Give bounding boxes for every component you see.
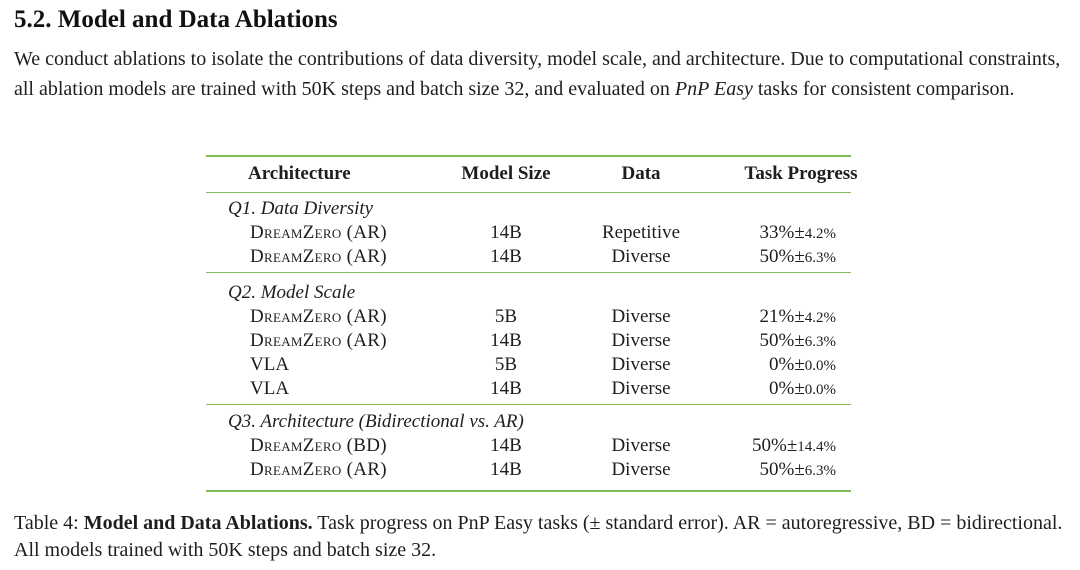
plus-minus-symbol: ±	[794, 378, 805, 399]
row-data: Diverse	[611, 330, 671, 351]
standard-error: 6.3%	[804, 334, 836, 350]
header-rule	[206, 192, 851, 193]
group-title-q2: Q2. Model Scale	[228, 282, 356, 303]
group-title-q3: Q3. Architecture (Bidirectional vs. AR)	[228, 411, 524, 432]
intro-italic-term: PnP Easy	[674, 78, 753, 100]
standard-error: 0.0%	[804, 382, 836, 398]
row-task-progress: 50%±6.3%	[759, 329, 836, 354]
plus-minus-symbol: ±	[794, 459, 805, 480]
progress-value: 50%	[751, 435, 787, 456]
plus-minus-symbol: ±	[786, 435, 798, 456]
row-data: Diverse	[611, 246, 671, 267]
row-architecture: VLA	[250, 378, 290, 399]
standard-error: 6.3%	[804, 463, 836, 479]
section-heading: 5.2. Model and Data Ablations	[14, 6, 338, 33]
row-model-size: 14B	[490, 246, 522, 267]
progress-value: 33%	[759, 222, 795, 243]
header-model-size: Model Size	[461, 163, 551, 184]
row-data: Diverse	[611, 354, 671, 375]
table-top-rule	[206, 155, 851, 157]
row-task-progress: 0%±0.0%	[769, 353, 836, 378]
standard-error: 4.2%	[804, 226, 836, 242]
row-task-progress: 0%±0.0%	[769, 377, 836, 402]
progress-value: 0%	[768, 354, 795, 375]
row-model-size: 14B	[490, 435, 522, 456]
header-task-progress: Task Progress	[744, 163, 858, 184]
standard-error: 6.3%	[804, 250, 836, 266]
row-model-size: 14B	[490, 330, 522, 351]
row-task-progress: 33%±4.2%	[759, 221, 836, 246]
plus-minus-symbol: ±	[794, 306, 805, 327]
plus-minus-symbol: ±	[794, 222, 805, 243]
row-architecture: DreamZero (AR)	[250, 330, 387, 351]
group-separator-rule	[206, 272, 851, 273]
row-data: Diverse	[611, 435, 671, 456]
table-bottom-rule	[206, 490, 851, 492]
intro-text-before: We conduct ablations to isolate the cont…	[14, 48, 1061, 100]
row-data: Diverse	[611, 306, 671, 327]
row-data: Diverse	[611, 459, 671, 480]
intro-paragraph: We conduct ablations to isolate the cont…	[14, 44, 1069, 104]
row-model-size: 14B	[490, 378, 522, 399]
row-architecture: DreamZero (AR)	[250, 306, 387, 327]
row-model-size: 14B	[490, 459, 522, 480]
row-model-size: 5B	[494, 306, 518, 327]
row-model-size: 14B	[490, 222, 522, 243]
row-data: Diverse	[611, 378, 671, 399]
row-architecture: DreamZero (AR)	[250, 459, 387, 480]
table-caption: Table 4: Model and Data Ablations. Task …	[14, 510, 1069, 564]
intro-text-after: tasks for consistent comparison.	[752, 78, 1015, 100]
caption-label: Table 4:	[14, 512, 79, 534]
plus-minus-symbol: ±	[794, 354, 805, 375]
group-separator-rule	[206, 404, 851, 405]
caption-title: Model and Data Ablations.	[83, 512, 313, 534]
header-data: Data	[621, 163, 661, 184]
row-architecture: DreamZero (AR)	[250, 222, 387, 243]
progress-value: 50%	[759, 330, 795, 351]
group-title-q1: Q1. Data Diversity	[228, 198, 374, 219]
row-task-progress: 50%±6.3%	[759, 458, 836, 483]
row-task-progress: 50%±6.3%	[759, 245, 836, 270]
standard-error: 0.0%	[804, 358, 836, 374]
standard-error: 14.4%	[797, 439, 836, 455]
caption-text: Task progress on PnP Easy tasks (± stand…	[14, 512, 1063, 561]
progress-value: 21%	[759, 306, 795, 327]
row-task-progress: 21%±4.2%	[759, 305, 836, 330]
plus-minus-symbol: ±	[794, 330, 805, 351]
row-architecture: VLA	[250, 354, 290, 375]
row-task-progress: 50%±14.4%	[752, 434, 836, 459]
standard-error: 4.2%	[804, 310, 836, 326]
progress-value: 50%	[759, 246, 795, 267]
plus-minus-symbol: ±	[794, 246, 805, 267]
progress-value: 50%	[759, 459, 795, 480]
row-architecture: DreamZero (BD)	[250, 435, 387, 456]
row-architecture: DreamZero (AR)	[250, 246, 387, 267]
header-architecture: Architecture	[248, 163, 351, 184]
progress-value: 0%	[768, 378, 795, 399]
row-model-size: 5B	[494, 354, 518, 375]
row-data: Repetitive	[601, 222, 681, 243]
